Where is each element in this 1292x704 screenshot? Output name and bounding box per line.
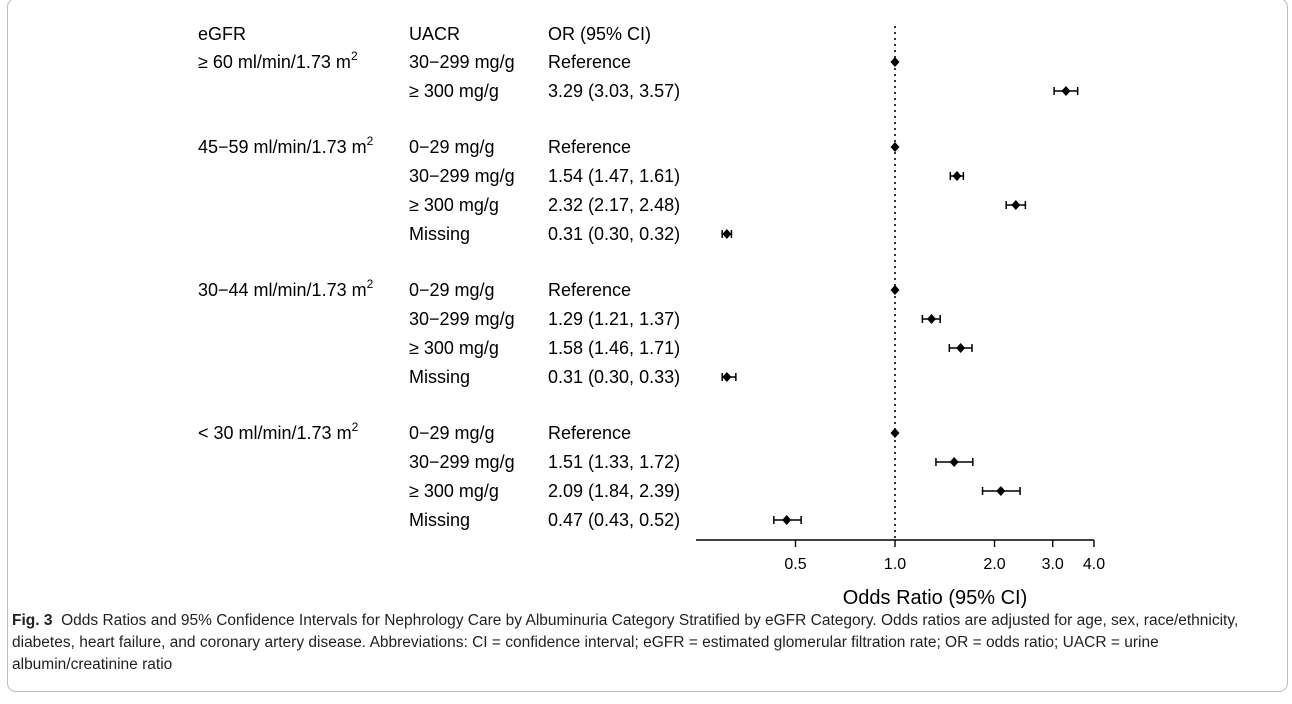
uacr-label: 30−299 mg/g	[409, 166, 515, 186]
or-point	[1011, 200, 1021, 210]
rows-layer: ≥ 60 ml/min/1.73 m2 30−299 mg/g Reference ≥…	[198, 49, 1079, 530]
egfr-group-label: 30−44 ml/min/1.73 m2	[198, 277, 374, 300]
uacr-label: 0−29 mg/g	[409, 137, 495, 157]
or-point	[890, 142, 900, 152]
uacr-label: Missing	[409, 367, 470, 387]
x-tick-label: 1.0	[884, 556, 906, 573]
or-ci-label: Reference	[548, 423, 631, 443]
uacr-label: Missing	[409, 224, 470, 244]
egfr-header: eGFR	[198, 24, 246, 44]
uacr-label: Missing	[409, 510, 470, 530]
x-tick-label: 2.0	[983, 556, 1005, 573]
or-ci-label: 0.31 (0.30, 0.32)	[548, 224, 680, 244]
figure-caption: Fig. 3 Odds Ratios and 95% Confidence In…	[12, 610, 1277, 676]
uacr-label: ≥ 300 mg/g	[409, 481, 499, 501]
or-ci-label: 1.54 (1.47, 1.61)	[548, 166, 680, 186]
uacr-label: ≥ 300 mg/g	[409, 195, 499, 215]
or-point	[890, 57, 900, 67]
or-point	[952, 171, 962, 181]
or-point	[722, 372, 732, 382]
or-point	[722, 229, 732, 239]
or-point	[927, 314, 937, 324]
or-point	[996, 486, 1006, 496]
figure-frame	[7, 0, 1288, 692]
x-tick-label: 4.0	[1083, 556, 1105, 573]
x-tick-label: 0.5	[784, 556, 806, 573]
or-ci-label: 0.31 (0.30, 0.33)	[548, 367, 680, 387]
egfr-group-label: < 30 ml/min/1.73 m2	[198, 420, 359, 443]
forest-plot: eGFR UACR OR (95% CI) Odds Ratio (95% CI…	[198, 24, 1105, 609]
x-tick-label: 3.0	[1042, 556, 1064, 573]
uacr-label: 30−299 mg/g	[409, 452, 515, 472]
or-point	[1061, 86, 1071, 96]
or-ci-label: Reference	[548, 52, 631, 72]
or-ci-label: Reference	[548, 137, 631, 157]
uacr-header: UACR	[409, 24, 460, 44]
uacr-label: 0−29 mg/g	[409, 423, 495, 443]
uacr-label: 30−299 mg/g	[409, 309, 515, 329]
caption-label: Fig. 3	[12, 612, 53, 629]
uacr-label: ≥ 300 mg/g	[409, 81, 499, 101]
caption-text: Odds Ratios and 95% Confidence Intervals…	[12, 612, 1239, 673]
x-axis-label: Odds Ratio (95% CI)	[843, 587, 1028, 609]
or-header: OR (95% CI)	[548, 24, 651, 44]
egfr-group-label: ≥ 60 ml/min/1.73 m2	[198, 49, 358, 72]
uacr-label: 30−299 mg/g	[409, 52, 515, 72]
or-point	[890, 285, 900, 295]
or-point	[782, 515, 792, 525]
or-ci-label: 2.09 (1.84, 2.39)	[548, 481, 680, 501]
or-ci-label: 1.58 (1.46, 1.71)	[548, 338, 680, 358]
or-ci-label: 1.29 (1.21, 1.37)	[548, 309, 680, 329]
or-ci-label: 0.47 (0.43, 0.52)	[548, 510, 680, 530]
or-ci-label: Reference	[548, 280, 631, 300]
uacr-label: ≥ 300 mg/g	[409, 338, 499, 358]
or-ci-label: 1.51 (1.33, 1.72)	[548, 452, 680, 472]
or-ci-label: 3.29 (3.03, 3.57)	[548, 81, 680, 101]
or-ci-label: 2.32 (2.17, 2.48)	[548, 195, 680, 215]
egfr-group-label: 45−59 ml/min/1.73 m2	[198, 134, 374, 157]
uacr-label: 0−29 mg/g	[409, 280, 495, 300]
or-point	[949, 457, 959, 467]
or-point	[890, 428, 900, 438]
or-point	[956, 343, 966, 353]
ticks-layer: 0.5 1.0 2.0 3.0 4.0	[784, 540, 1105, 573]
